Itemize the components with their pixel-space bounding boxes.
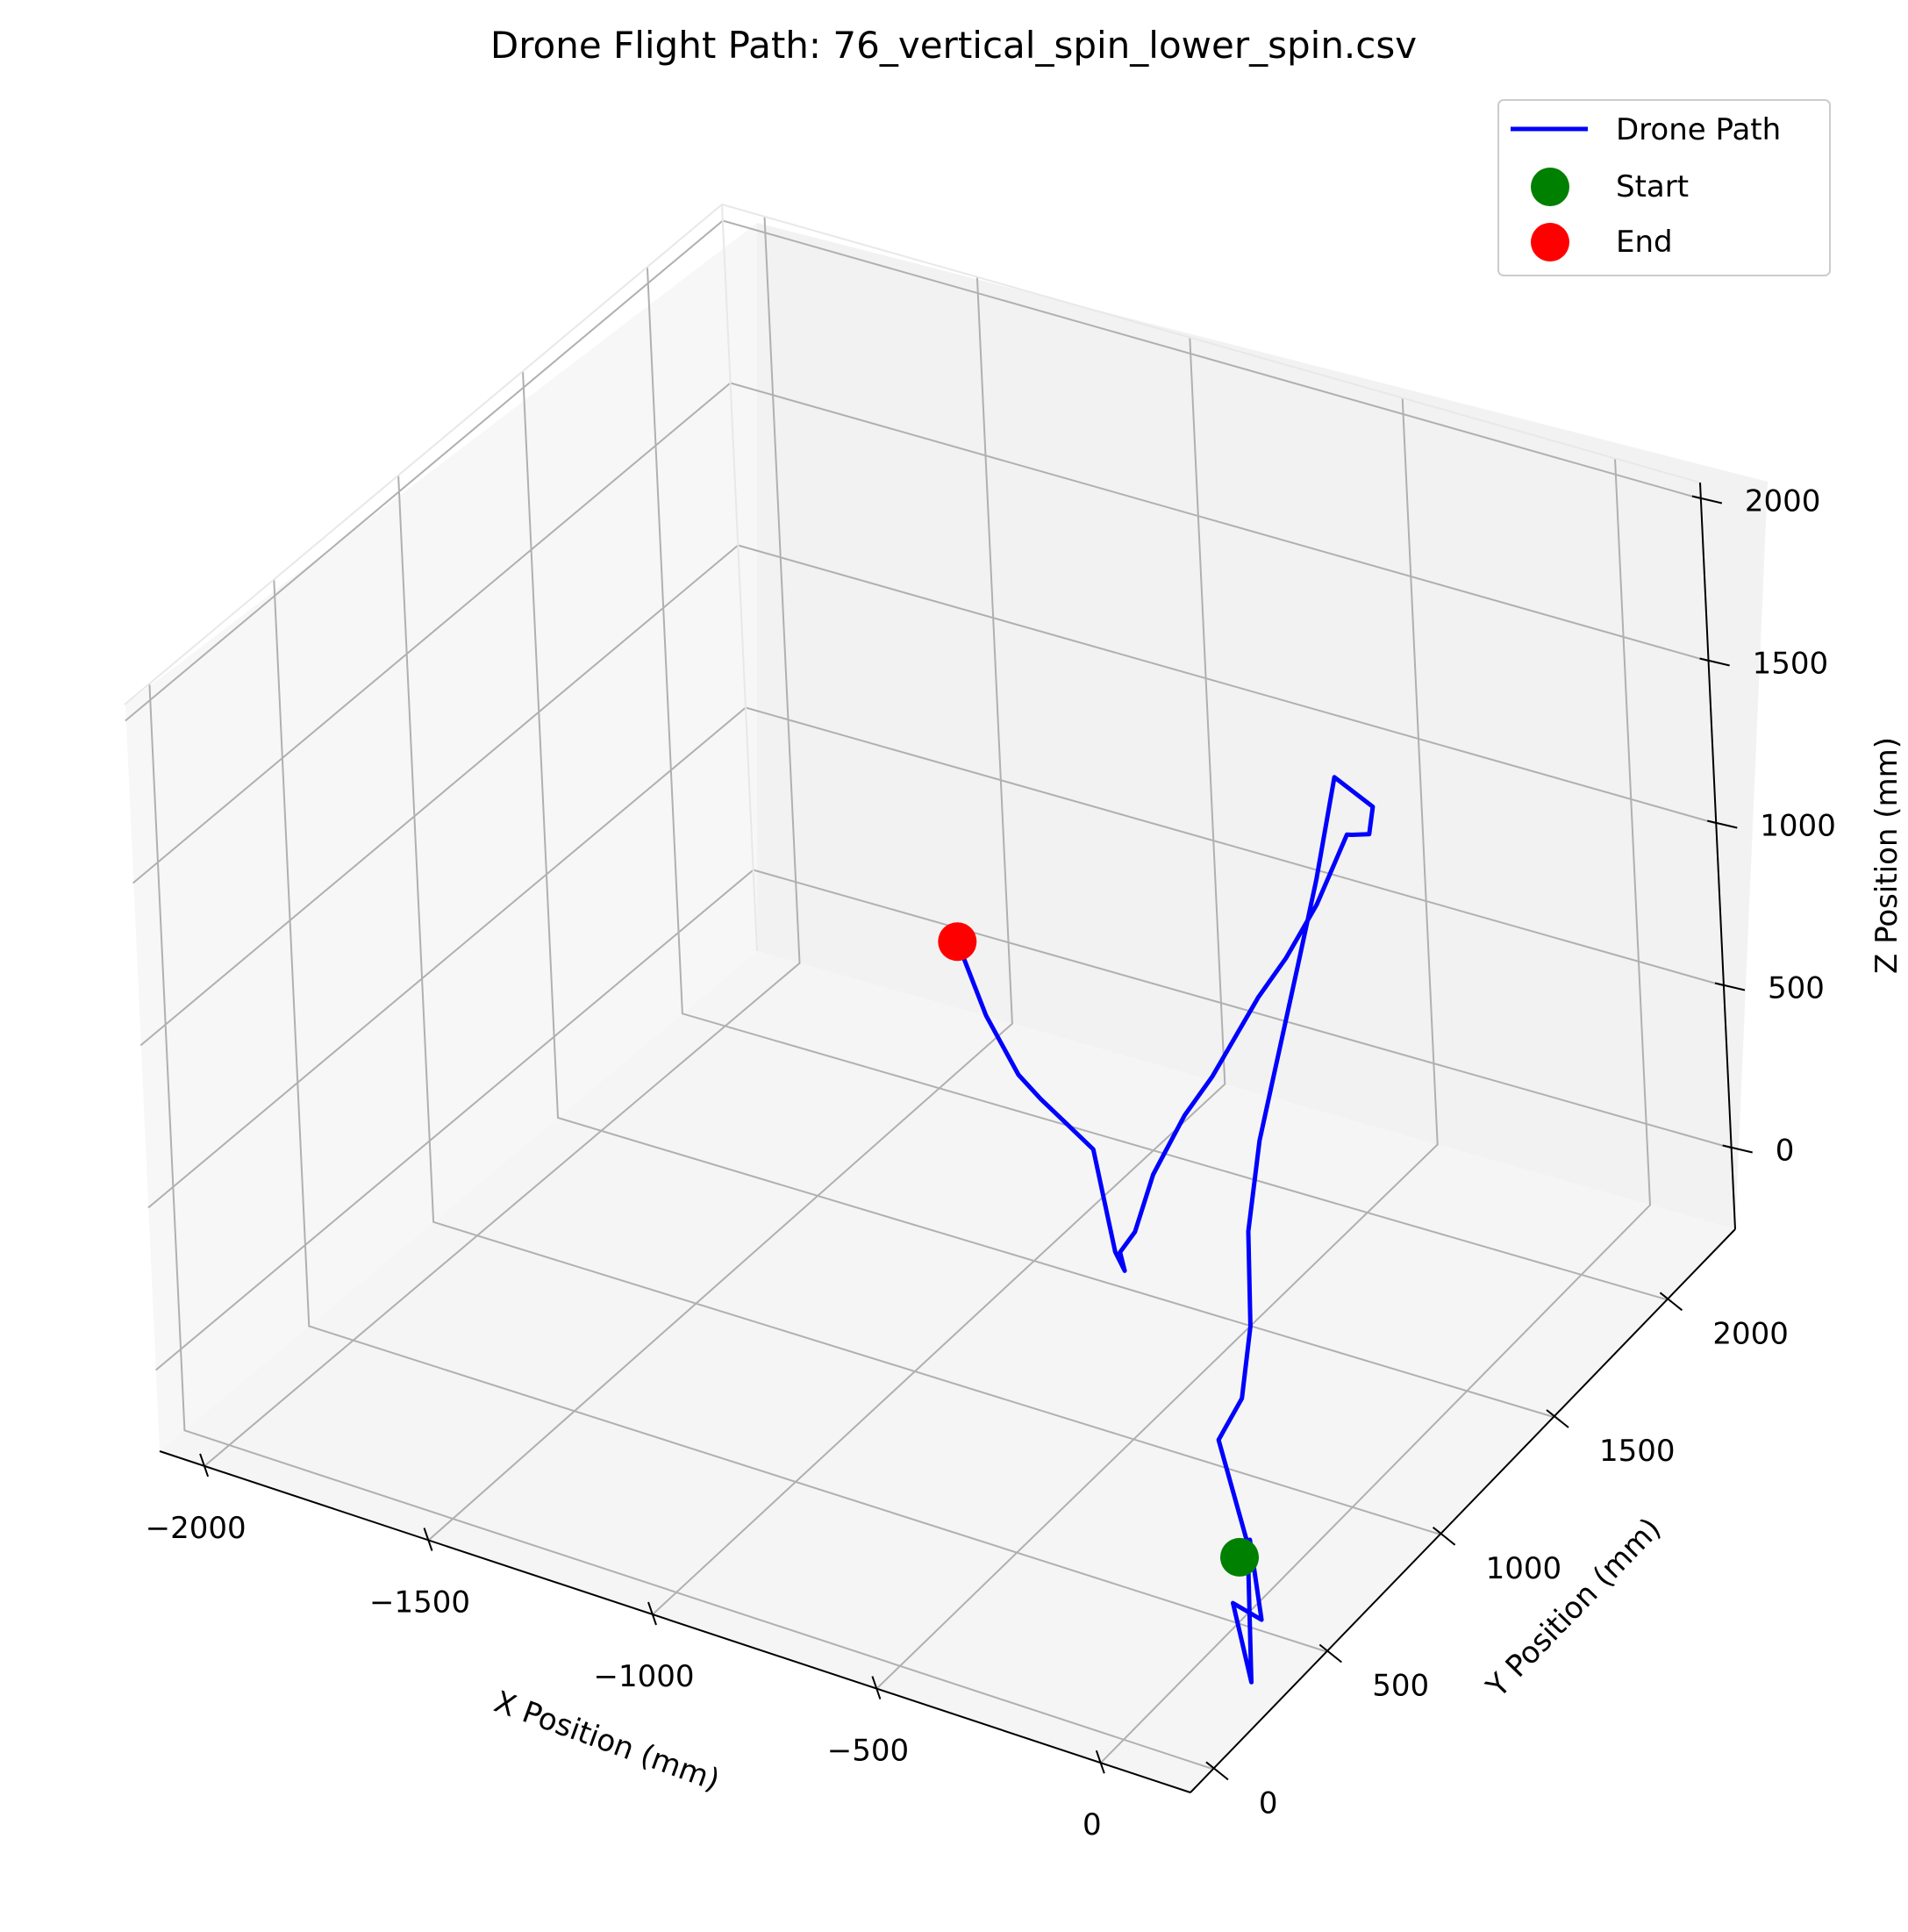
y-tick-1500 [1546,1409,1569,1428]
grid-y-2000 [646,267,1668,1301]
axes: −2000 −1500 −1000 −500 0 0 500 1000 1500 2000 0 500… [146,482,1836,1843]
x-tick--500 [871,1676,882,1699]
grid-x-0 [1100,458,1652,1764]
z-tick-2000 [1691,495,1723,504]
x-tick-label: −2000 [146,1511,247,1546]
pane-edge-back [721,204,758,952]
z-tick-1500 [1699,657,1730,667]
y-tick-label: 0 [1259,1785,1278,1821]
start-marker [1220,1537,1259,1577]
plot-area [938,775,1376,1685]
legend-end-label: End [1616,225,1673,260]
grid-x--500 [875,397,1439,1690]
z-tick-label: 500 [1768,971,1825,1006]
x-tick--2000 [199,1453,210,1478]
z-tick-1000 [1707,819,1738,829]
z-axis-label: Z Position (mm) [1869,737,1904,974]
x-tick-label: −500 [827,1734,909,1769]
y-tick-0 [1205,1761,1229,1781]
series-drone-path-line [954,775,1376,1685]
tick-marks [199,495,1753,1781]
y-tick-2000 [1659,1292,1683,1312]
x-axis-line [159,1450,1191,1793]
x-tick-0 [1095,1750,1105,1774]
z-tick-0 [1722,1144,1753,1154]
y-tick-500 [1318,1643,1342,1664]
grid-lines [124,203,1736,1771]
y-axis-line [1190,1228,1736,1793]
y-tick-label: 1500 [1599,1434,1676,1469]
grid-x--1000 [652,337,1226,1615]
grid-y-500 [273,579,1327,1653]
x-tick-label: −1500 [369,1585,470,1621]
grid-y-1000 [397,475,1440,1535]
legend-frame [1497,99,1831,276]
legend: Drone Path Start End [1497,99,1831,276]
z-tick-500 [1714,982,1746,991]
z-tick-label: 1000 [1760,809,1836,844]
x-tick-label: −1000 [593,1659,694,1694]
pane-floor [160,951,1735,1792]
grid-x--1500 [427,276,1013,1542]
z-tick-label: 2000 [1745,484,1821,519]
grid-x--2000 [204,216,801,1467]
y-tick-label: 2000 [1712,1316,1789,1351]
x-tick-label: 0 [1083,1807,1102,1843]
end-marker [938,922,977,962]
x-tick--1500 [423,1528,433,1551]
y-tick-label: 1000 [1486,1551,1562,1586]
y-tick-label: 500 [1372,1669,1429,1704]
x-tick--1000 [647,1601,657,1626]
pane-left [125,223,757,1451]
legend-start-label: Start [1616,169,1689,204]
z-axis-line [1699,482,1736,1230]
chart-title: Drone Flight Path: 76_vertical_spin_lowe… [490,24,1417,67]
legend-end-marker [1531,223,1569,261]
grid-y-0 [148,683,1214,1771]
y-tick-1000 [1432,1527,1456,1546]
x-axis-label: X Position (mm) [490,1685,724,1799]
grid-y-1500 [522,370,1554,1418]
legend-start-marker [1531,168,1569,206]
z-tick-label: 0 [1776,1134,1795,1169]
legend-drone-path-label: Drone Path [1616,112,1781,147]
z-tick-label: 1500 [1753,647,1829,682]
y-axis-label: Y Position (mm) [1479,1511,1668,1705]
